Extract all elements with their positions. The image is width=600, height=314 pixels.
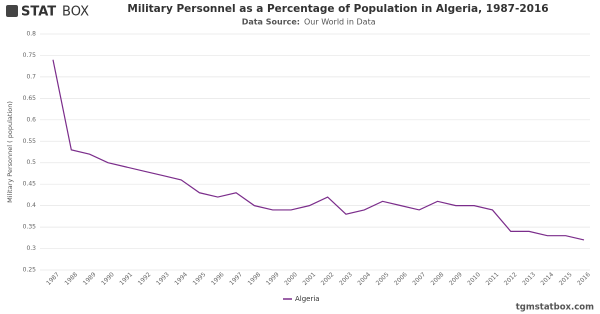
x-tick-label: 2009 <box>448 271 464 287</box>
chart-title: Military Personnel as a Percentage of Po… <box>127 3 548 15</box>
x-tick-label: 1989 <box>82 271 98 287</box>
y-tick-label: 0.7 <box>26 73 36 80</box>
x-tick-label: 1997 <box>228 271 244 287</box>
x-tick-label: 2001 <box>301 271 317 287</box>
x-tick-label: 1998 <box>247 271 263 287</box>
y-tick-label: 0.6 <box>26 116 36 123</box>
y-tick-label: 0.4 <box>26 202 36 209</box>
x-tick-label: 1992 <box>137 271 153 287</box>
line <box>52 59 585 241</box>
logo-light: BOX <box>62 5 89 20</box>
x-tick-label: 1994 <box>173 271 189 287</box>
x-tick-label: 1988 <box>63 271 79 287</box>
y-tick-label: 0.8 <box>26 31 36 38</box>
x-tick-label: 2007 <box>411 271 427 287</box>
x-tick-label: 2003 <box>338 271 354 287</box>
x-tick-label: 2010 <box>466 271 482 287</box>
x-tick-label: 2013 <box>521 271 537 287</box>
y-tick-label: 0.25 <box>23 267 37 274</box>
x-tick-label: 2016 <box>576 271 592 287</box>
x-tick-label: 2015 <box>558 271 574 287</box>
y-tick-label: 0.65 <box>23 95 37 102</box>
y-tick-label: 0.5 <box>26 159 36 166</box>
y-axis-label: Military Personnel ( population) <box>6 101 14 203</box>
x-tick-label: 1991 <box>118 271 134 287</box>
source-label: Data Source: <box>242 18 300 27</box>
logo-bold: STAT <box>21 5 56 20</box>
x-tick-label: 2011 <box>485 271 501 287</box>
x-tick-label: 1995 <box>192 271 208 287</box>
x-tick-label: 2014 <box>540 271 556 287</box>
y-tick-label: 0.55 <box>23 138 37 145</box>
y-tick-label: 0.45 <box>23 181 37 188</box>
y-tick-label: 0.35 <box>23 224 37 231</box>
x-tick-label: 1996 <box>210 271 226 287</box>
logo-icon <box>6 5 18 17</box>
x-tick-label: 2012 <box>503 271 519 287</box>
x-tick-label: 2000 <box>283 271 299 287</box>
y-tick-label: 0.75 <box>23 52 37 59</box>
source: Our World in Data <box>304 18 376 27</box>
x-tick-label: 2006 <box>393 271 409 287</box>
legend-label: Algeria <box>295 295 320 303</box>
y-tick-label: 0.3 <box>26 245 36 252</box>
x-tick-label: 2004 <box>356 271 372 287</box>
x-tick-label: 1993 <box>155 271 171 287</box>
x-tick-label: 1990 <box>100 271 116 287</box>
x-tick-label: 2008 <box>430 271 446 287</box>
x-tick-label: 2005 <box>375 271 391 287</box>
x-tick-label: 1999 <box>265 271 281 287</box>
x-tick-label: 1987 <box>45 271 61 287</box>
x-tick-label: 2002 <box>320 271 336 287</box>
footer: tgmstatbox.com <box>516 303 594 313</box>
